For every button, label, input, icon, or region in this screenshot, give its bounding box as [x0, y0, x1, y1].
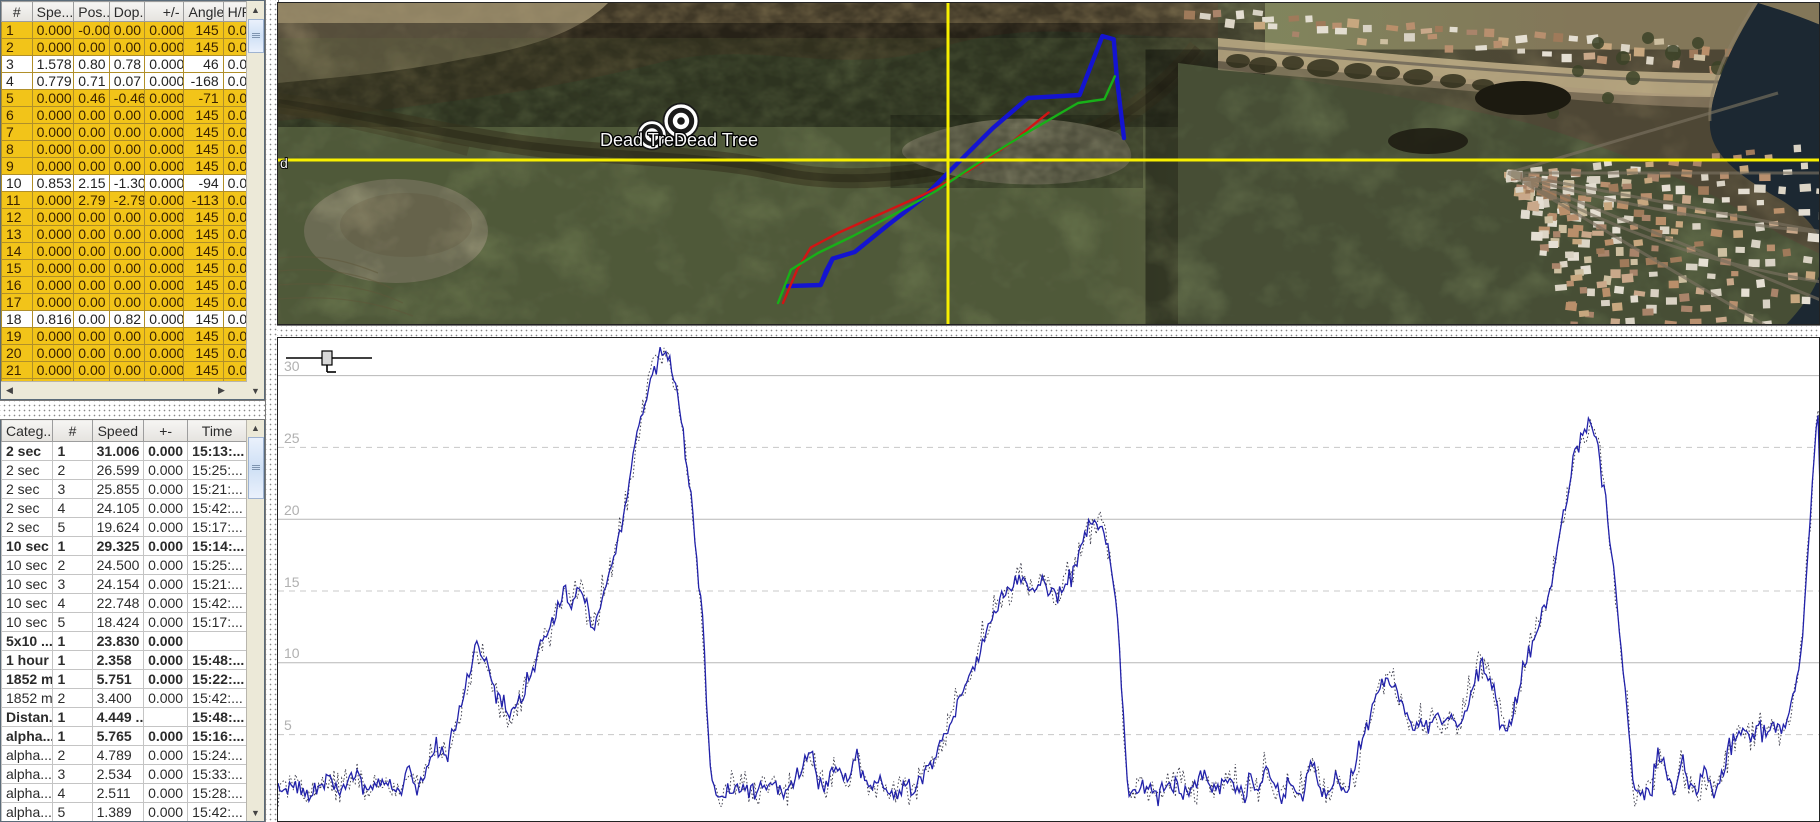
svg-text:10: 10	[284, 645, 300, 661]
svg-text:Dead Tree: Dead Tree	[600, 130, 684, 150]
svg-text:d: d	[280, 155, 288, 171]
svg-text:15: 15	[284, 574, 300, 590]
svg-text:Dead Tree: Dead Tree	[674, 130, 758, 150]
svg-text:30: 30	[284, 358, 300, 374]
svg-text:25: 25	[284, 430, 300, 446]
svg-text:20: 20	[284, 502, 300, 518]
svg-text:5: 5	[284, 717, 292, 733]
